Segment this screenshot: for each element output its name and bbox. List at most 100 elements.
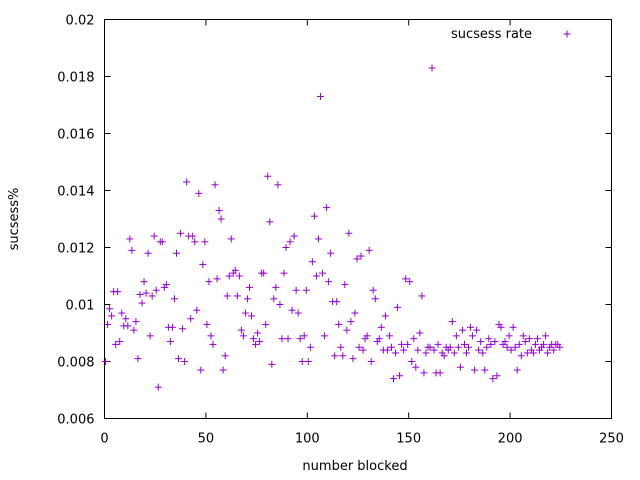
data-point <box>507 346 515 354</box>
data-point <box>396 372 404 380</box>
data-point <box>112 340 120 348</box>
data-point <box>140 278 148 286</box>
data-point <box>363 332 371 340</box>
y-tick-label: 0.01 <box>66 299 95 314</box>
y-tick-label: 0.018 <box>57 71 94 86</box>
data-point <box>339 352 347 360</box>
data-point <box>126 235 134 243</box>
data-point <box>341 281 349 289</box>
data-point <box>428 64 436 72</box>
data-point <box>312 272 320 280</box>
legend-marker-symbol <box>563 30 571 38</box>
data-point <box>436 369 444 377</box>
data-point <box>288 306 296 314</box>
data-point <box>280 269 288 277</box>
data-point <box>183 178 191 186</box>
data-point <box>542 332 550 340</box>
data-point <box>481 366 489 374</box>
data-point <box>235 272 243 280</box>
data-point <box>400 346 408 354</box>
data-point <box>434 340 442 348</box>
data-point <box>205 278 213 286</box>
data-point <box>296 335 304 343</box>
data-point <box>175 355 183 363</box>
data-point <box>337 343 345 351</box>
data-point <box>197 366 205 374</box>
data-point <box>529 349 537 357</box>
legend-label: sucsess rate <box>451 27 532 42</box>
data-point <box>489 375 497 383</box>
data-point <box>148 292 156 300</box>
data-point <box>452 332 460 340</box>
data-point <box>387 343 395 351</box>
data-point <box>223 292 231 300</box>
data-point <box>290 232 298 240</box>
data-point <box>264 172 272 180</box>
data-point <box>523 349 531 357</box>
data-point <box>203 320 211 328</box>
data-point <box>351 309 359 317</box>
data-point <box>268 360 276 368</box>
data-point <box>274 181 282 189</box>
data-point <box>207 332 215 340</box>
data-point <box>331 352 339 360</box>
data-point <box>189 232 197 240</box>
data-point <box>412 363 420 371</box>
data-point <box>517 352 525 360</box>
data-point <box>406 278 414 286</box>
data-point <box>298 358 306 365</box>
data-point <box>211 181 219 189</box>
data-point <box>262 320 270 328</box>
data-point <box>282 244 290 251</box>
data-point <box>191 238 199 246</box>
data-point <box>308 258 316 266</box>
data-point <box>525 335 533 343</box>
data-point <box>475 346 483 354</box>
data-point <box>241 309 249 317</box>
data-point <box>402 275 410 283</box>
data-point <box>515 340 523 348</box>
data-point <box>158 238 166 246</box>
y-tick-label: 0.016 <box>57 128 94 143</box>
data-point <box>118 309 126 317</box>
data-point <box>544 349 552 357</box>
data-point <box>369 286 377 294</box>
data-point <box>122 315 130 323</box>
data-point <box>162 281 170 289</box>
data-point <box>418 292 426 300</box>
data-point <box>233 292 241 300</box>
y-tick-label: 0.006 <box>57 413 94 428</box>
data-point <box>513 366 521 374</box>
data-point <box>187 315 195 323</box>
data-point <box>325 278 333 286</box>
data-point <box>152 286 160 294</box>
data-point <box>365 246 373 254</box>
legend-marker <box>563 30 571 38</box>
data-point <box>292 286 300 294</box>
y-tick-label: 0.02 <box>66 14 95 29</box>
y-tick-label: 0.012 <box>57 242 94 257</box>
data-point <box>426 343 434 351</box>
data-point <box>327 249 335 257</box>
data-point <box>102 358 110 365</box>
data-point <box>404 340 412 348</box>
data-point <box>201 238 209 246</box>
data-point <box>270 295 278 303</box>
data-point <box>177 229 185 237</box>
data-point <box>286 238 294 246</box>
data-point <box>521 338 529 346</box>
data-point <box>462 349 470 357</box>
data-point <box>284 335 292 343</box>
data-point <box>237 326 245 334</box>
data-point <box>467 323 475 331</box>
data-point <box>345 229 353 237</box>
data-point <box>306 343 314 351</box>
data-point <box>501 338 509 346</box>
data-point <box>256 338 264 346</box>
data-point <box>239 332 247 340</box>
data-point <box>420 369 428 377</box>
data-point <box>335 320 343 328</box>
data-point <box>179 325 187 333</box>
data-point <box>359 346 367 354</box>
data-point <box>471 366 479 374</box>
